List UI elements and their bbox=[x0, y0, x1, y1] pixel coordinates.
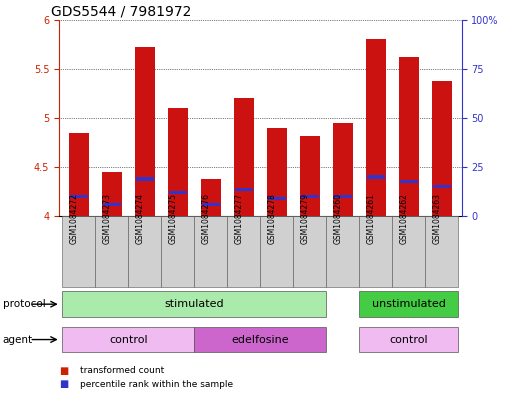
Bar bbox=[261, 216, 293, 287]
Bar bbox=[360, 216, 392, 287]
Bar bbox=[70, 195, 88, 198]
Text: GSM1084274: GSM1084274 bbox=[136, 193, 145, 244]
Text: GSM1084277: GSM1084277 bbox=[235, 193, 244, 244]
Bar bbox=[135, 47, 155, 216]
Text: GSM1084275: GSM1084275 bbox=[169, 193, 178, 244]
Text: agent: agent bbox=[3, 334, 33, 345]
Bar bbox=[301, 195, 319, 198]
Text: stimulated: stimulated bbox=[165, 299, 224, 309]
Bar bbox=[128, 216, 161, 287]
Text: protocol: protocol bbox=[3, 299, 45, 309]
Text: GDS5544 / 7981972: GDS5544 / 7981972 bbox=[51, 4, 191, 18]
Bar bbox=[62, 216, 95, 287]
Bar bbox=[300, 136, 320, 216]
Text: GSM1084278: GSM1084278 bbox=[268, 193, 277, 244]
Bar bbox=[102, 172, 122, 216]
Bar bbox=[62, 291, 326, 317]
Bar bbox=[392, 216, 425, 287]
Bar bbox=[194, 216, 227, 287]
Bar bbox=[433, 185, 451, 188]
Text: GSM1084273: GSM1084273 bbox=[103, 193, 112, 244]
Bar bbox=[360, 327, 459, 353]
Bar bbox=[201, 179, 221, 216]
Bar bbox=[268, 197, 286, 200]
Bar bbox=[194, 327, 326, 353]
Text: GSM1084263: GSM1084263 bbox=[433, 193, 442, 244]
Bar bbox=[334, 195, 352, 198]
Text: percentile rank within the sample: percentile rank within the sample bbox=[80, 380, 232, 389]
Bar bbox=[95, 216, 128, 287]
Text: GSM1084260: GSM1084260 bbox=[334, 193, 343, 244]
Text: GSM1084272: GSM1084272 bbox=[70, 193, 79, 244]
Bar bbox=[235, 188, 253, 191]
Text: GSM1084279: GSM1084279 bbox=[301, 193, 310, 244]
Bar bbox=[169, 191, 187, 194]
Bar bbox=[366, 39, 386, 216]
Text: ■: ■ bbox=[59, 366, 68, 376]
Bar bbox=[161, 216, 194, 287]
Bar bbox=[432, 81, 452, 216]
Text: GSM1084262: GSM1084262 bbox=[400, 193, 409, 244]
Bar bbox=[227, 216, 261, 287]
Bar bbox=[399, 57, 419, 216]
Text: GSM1084261: GSM1084261 bbox=[367, 193, 376, 244]
Text: control: control bbox=[389, 334, 428, 345]
Text: GSM1084276: GSM1084276 bbox=[202, 193, 211, 244]
Text: transformed count: transformed count bbox=[80, 367, 164, 375]
Text: unstimulated: unstimulated bbox=[372, 299, 446, 309]
Bar bbox=[168, 108, 188, 216]
Bar bbox=[103, 203, 121, 206]
Bar bbox=[326, 216, 360, 287]
Bar bbox=[400, 180, 418, 184]
Bar bbox=[62, 327, 194, 353]
Bar bbox=[333, 123, 353, 216]
Text: control: control bbox=[109, 334, 148, 345]
Bar bbox=[136, 177, 154, 180]
Bar bbox=[360, 291, 459, 317]
Bar bbox=[267, 128, 287, 216]
Bar bbox=[293, 216, 326, 287]
Bar bbox=[69, 133, 89, 216]
Bar bbox=[234, 98, 254, 216]
Bar bbox=[425, 216, 459, 287]
Bar bbox=[202, 203, 220, 206]
Bar bbox=[367, 175, 385, 178]
Text: edelfosine: edelfosine bbox=[231, 334, 289, 345]
Text: ■: ■ bbox=[59, 379, 68, 389]
